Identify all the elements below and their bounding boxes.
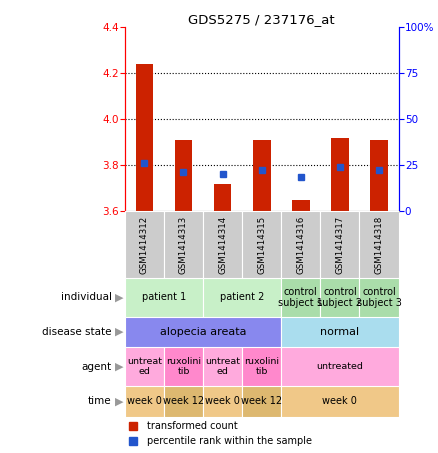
Bar [370,140,388,211]
Text: normal: normal [320,327,360,337]
Bar [281,211,320,278]
Text: GSM1414312: GSM1414312 [140,216,149,274]
Bar [203,347,242,386]
Text: ▶: ▶ [115,292,124,303]
Text: patient 1: patient 1 [142,292,186,303]
Text: GSM1414315: GSM1414315 [257,216,266,274]
Text: control
subject 1: control subject 1 [279,287,323,308]
Text: disease state: disease state [42,327,112,337]
Text: GSM1414317: GSM1414317 [336,216,344,274]
Text: untreat
ed: untreat ed [205,357,240,376]
Bar [125,278,203,317]
Text: patient 2: patient 2 [220,292,265,303]
Bar [281,347,399,386]
Bar [164,386,203,417]
Bar [203,386,242,417]
Title: GDS5275 / 237176_at: GDS5275 / 237176_at [188,13,335,26]
Bar [281,386,399,417]
Bar [125,386,164,417]
Text: control
subject 2: control subject 2 [318,287,362,308]
Bar [253,140,271,211]
Text: transformed count: transformed count [147,421,237,431]
Bar [360,278,399,317]
Text: control
subject 3: control subject 3 [357,287,402,308]
Bar [164,211,203,278]
Text: untreat
ed: untreat ed [127,357,162,376]
Bar [214,183,231,211]
Bar [281,278,320,317]
Text: GSM1414314: GSM1414314 [218,216,227,274]
Bar [242,211,281,278]
Text: ruxolini
tib: ruxolini tib [244,357,279,376]
Bar [164,347,203,386]
Bar [125,347,164,386]
Text: week 12: week 12 [241,396,282,406]
Text: GSM1414318: GSM1414318 [374,216,384,274]
Bar [331,138,349,211]
Bar [360,211,399,278]
Bar [242,386,281,417]
Text: week 0: week 0 [127,396,162,406]
Bar [125,211,164,278]
Bar [203,278,281,317]
Text: week 0: week 0 [205,396,240,406]
Text: GSM1414316: GSM1414316 [297,216,305,274]
Text: GSM1414313: GSM1414313 [179,216,188,274]
Text: percentile rank within the sample: percentile rank within the sample [147,436,312,446]
Bar [292,200,310,211]
Bar [320,278,360,317]
Text: time: time [88,396,112,406]
Text: week 0: week 0 [322,396,357,406]
Text: alopecia areata: alopecia areata [160,327,246,337]
Bar [242,347,281,386]
Text: ▶: ▶ [115,327,124,337]
Bar [125,317,281,347]
Bar [136,64,153,211]
Bar [175,140,192,211]
Text: agent: agent [81,361,112,372]
Text: untreated: untreated [317,362,364,371]
Text: ruxolini
tib: ruxolini tib [166,357,201,376]
Text: individual: individual [61,292,112,303]
Bar [320,211,360,278]
Bar [203,211,242,278]
Bar [281,317,399,347]
Text: week 12: week 12 [163,396,204,406]
Text: ▶: ▶ [115,396,124,406]
Text: ▶: ▶ [115,361,124,372]
